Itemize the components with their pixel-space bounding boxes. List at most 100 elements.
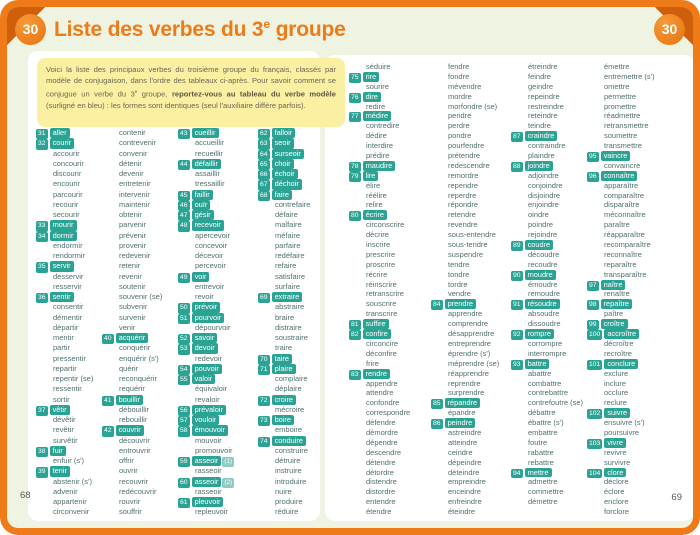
verb-entry: prédire (366, 151, 390, 161)
verb-entry: recomparaître (604, 240, 651, 250)
verb-entry: accourir (53, 148, 80, 158)
model-verb-label: peindre (444, 418, 476, 428)
verb-entry: parcourir (53, 189, 83, 199)
verb-entry: réinscrire (366, 279, 397, 289)
verb-entry: satisfaire (275, 271, 306, 281)
verb-entry: atteindre (448, 437, 478, 447)
verb-entry: mordre (448, 91, 472, 101)
verb-entry: disjoindre (528, 190, 561, 200)
verb-entry: étendre (366, 507, 392, 517)
verb-entry: descendre (366, 447, 402, 457)
model-table-number: 43 (178, 129, 190, 140)
model-verb-label: prévoir (191, 302, 221, 313)
verb-model-entry: 65 choir (258, 158, 310, 170)
verb-entry: commettre (528, 487, 564, 497)
verb-entry: empreindre (448, 477, 486, 487)
verb-model-entry: 77 médire (349, 111, 410, 123)
verb-entry: mentir (53, 333, 74, 342)
verb-entry: forclore (604, 507, 630, 517)
verb-entry: enfuir (s') (53, 456, 85, 465)
model-table-number: 54 (178, 364, 190, 375)
verb-column-4: 62 falloir 63 seoir 64 surseoir 65 choir 66 échoi… (258, 128, 310, 518)
verb-entry: apercevoir (195, 230, 231, 240)
verb-column-7: étreindre feindre geindre repeindre restrein… (511, 62, 583, 507)
verb-entry: reparaître (604, 259, 637, 269)
model-verb-label: mourir (49, 220, 77, 231)
model-table-number: 59 (178, 457, 190, 468)
verb-model-entry: 102 suivre (587, 408, 655, 420)
model-verb-label: pouvoir (191, 363, 222, 374)
verb-model-entry: 39 tenir (36, 466, 93, 478)
verb-entry: défendre (366, 418, 396, 428)
model-table-number: 65 (258, 159, 270, 170)
verb-entry: survêtir (53, 435, 78, 445)
verb-entry: rebattre (528, 457, 554, 467)
verb-entry: dévêtir (53, 415, 76, 424)
verb-entry: concevoir (195, 240, 228, 250)
model-table-number: 80 (349, 211, 361, 222)
model-verb-label: prendre (444, 299, 477, 310)
model-verb-label: battre (524, 358, 550, 369)
verb-entry: prescrire (366, 249, 396, 259)
verb-model-entry: 41 bouillir (102, 394, 162, 406)
model-verb-label: tenir (49, 466, 70, 477)
verb-entry: démettre (528, 497, 558, 507)
model-table-number: 103 (587, 438, 603, 449)
verb-entry: méconnaître (604, 210, 646, 220)
verb-entry: décrire (366, 230, 389, 240)
model-table-number: 77 (349, 112, 361, 123)
model-table-number: 73 (258, 416, 270, 427)
verb-model-entry: 90 moudre (511, 269, 583, 281)
model-verb-label: résoudre (524, 299, 560, 310)
verb-entry: soustraire (275, 333, 308, 342)
model-verb-label: écrire (362, 210, 388, 221)
verb-entry: tordre (448, 279, 468, 289)
model-table-number: 56 (178, 405, 190, 416)
verb-entry: abattre (528, 368, 552, 378)
verb-entry: découdre (528, 249, 560, 259)
verb-entry: revoir (195, 292, 214, 301)
verb-entry: réapparaître (604, 230, 645, 240)
model-verb-label: vêtir (49, 404, 70, 415)
model-table-number: 71 (258, 364, 270, 375)
verb-entry: repleuvoir (195, 507, 228, 517)
verb-model-entry: 98 repaître (587, 299, 655, 311)
verb-entry: dédire (366, 131, 387, 141)
model-verb-label: choir (271, 158, 294, 169)
model-verb-label: suffire (362, 319, 389, 330)
model-table-number: 58 (178, 426, 190, 437)
model-verb-label: ouïr (191, 199, 211, 210)
model-verb-label: dormir (49, 230, 77, 241)
verb-entry: repentir (se) (53, 374, 94, 383)
model-table-number: 97 (587, 280, 599, 291)
verb-entry: fondre (448, 71, 470, 81)
model-verb-label: joindre (524, 160, 553, 171)
verb-model-entry: 34 dormir (36, 230, 93, 242)
model-verb-label: mettre (524, 467, 552, 478)
model-verb-label: seoir (271, 138, 294, 149)
verb-entry: astreindre (448, 427, 482, 437)
verb-entry: redécouvrir (119, 486, 157, 496)
verb-model-entry: 36 sentir (36, 292, 93, 304)
model-table-number: 50 (178, 303, 190, 314)
verb-entry: perdre (448, 121, 470, 131)
model-verb-label: acquérir (115, 333, 149, 344)
model-table-number: 64 (258, 149, 270, 160)
model-verb-label: lire (362, 170, 379, 181)
verb-entry: détendre (366, 457, 396, 467)
verb-entry: instruire (275, 466, 302, 476)
verb-entry: poursuivre (604, 427, 640, 437)
verb-entry: émettre (604, 62, 630, 71)
verb-model-entry: 52 savoir (178, 333, 234, 345)
model-verb-label: croire (271, 394, 297, 405)
verb-model-entry: 31 aller (36, 128, 93, 140)
verb-entry: exclure (604, 368, 629, 378)
model-verb-label: médire (362, 111, 392, 122)
model-verb-label: suivre (604, 408, 631, 419)
verb-entry: enceindre (448, 487, 481, 497)
verb-model-entry: 80 écrire (349, 210, 410, 222)
verb-entry: circoncire (366, 338, 399, 348)
verb-entry: morfondre (se) (448, 101, 498, 111)
verb-model-entry: 50 prévoir (178, 302, 234, 314)
verb-entry: transparaître (604, 269, 647, 279)
